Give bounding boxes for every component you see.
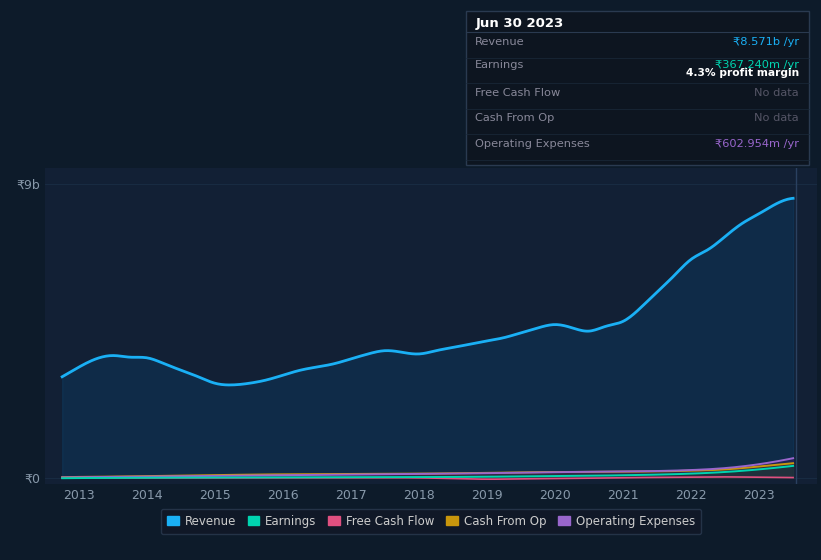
Text: Operating Expenses: Operating Expenses <box>475 139 590 149</box>
Text: ₹8.571b /yr: ₹8.571b /yr <box>732 37 799 47</box>
Text: No data: No data <box>754 114 799 123</box>
Text: ₹367.240m /yr: ₹367.240m /yr <box>715 59 799 69</box>
Text: No data: No data <box>754 88 799 98</box>
Text: Earnings: Earnings <box>475 59 525 69</box>
Legend: Revenue, Earnings, Free Cash Flow, Cash From Op, Operating Expenses: Revenue, Earnings, Free Cash Flow, Cash … <box>161 509 701 534</box>
Text: 4.3% profit margin: 4.3% profit margin <box>686 68 799 78</box>
Text: Revenue: Revenue <box>475 37 525 47</box>
Text: Cash From Op: Cash From Op <box>475 114 555 123</box>
Text: ₹602.954m /yr: ₹602.954m /yr <box>715 139 799 149</box>
Text: Jun 30 2023: Jun 30 2023 <box>475 17 563 30</box>
Text: Free Cash Flow: Free Cash Flow <box>475 88 561 98</box>
